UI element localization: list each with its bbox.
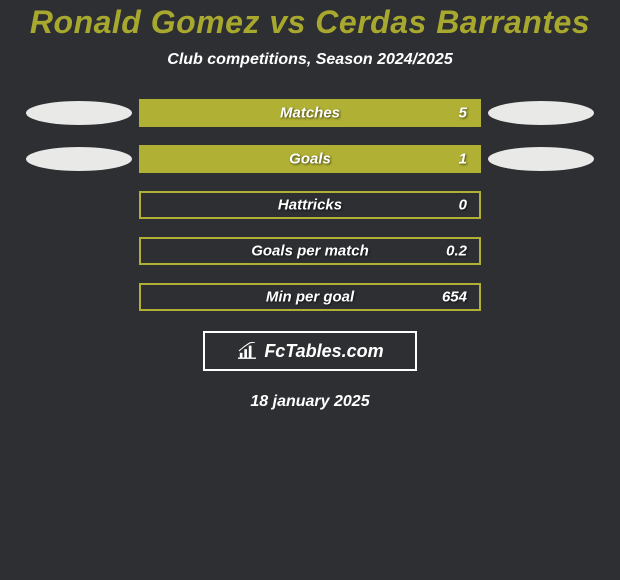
page-subtitle: Club competitions, Season 2024/2025 (167, 51, 452, 69)
page-title: Ronald Gomez vs Cerdas Barrantes (30, 4, 590, 41)
left-indicator-slot (19, 237, 139, 265)
stat-label: Matches (280, 105, 340, 122)
stat-label: Min per goal (266, 289, 354, 306)
right-indicator-slot (481, 237, 601, 265)
left-indicator-slot (19, 99, 139, 127)
stat-label: Hattricks (278, 197, 342, 214)
infographic-container: Ronald Gomez vs Cerdas Barrantes Club co… (0, 0, 620, 411)
stat-value: 1 (459, 151, 467, 168)
left-indicator-slot (19, 283, 139, 311)
stat-row: Goals per match 0.2 (0, 237, 620, 265)
stat-bar: Hattricks 0 (139, 191, 481, 219)
stat-bar: Goals per match 0.2 (139, 237, 481, 265)
left-indicator-slot (19, 145, 139, 173)
stat-bar: Goals 1 (139, 145, 481, 173)
left-indicator-slot (19, 191, 139, 219)
stat-row: Hattricks 0 (0, 191, 620, 219)
brand-label: FcTables.com (264, 341, 383, 362)
stat-value: 0 (459, 197, 467, 214)
date-label: 18 january 2025 (250, 393, 369, 411)
stat-row: Matches 5 (0, 99, 620, 127)
stat-bar: Min per goal 654 (139, 283, 481, 311)
right-indicator-slot (481, 283, 601, 311)
player-b-indicator (488, 147, 594, 171)
stat-row: Min per goal 654 (0, 283, 620, 311)
stat-value: 654 (442, 289, 467, 306)
stat-label: Goals per match (251, 243, 369, 260)
right-indicator-slot (481, 99, 601, 127)
bar-chart-icon (236, 342, 258, 360)
right-indicator-slot (481, 191, 601, 219)
stat-label: Goals (289, 151, 331, 168)
stats-rows: Matches 5 Goals 1 Hattri (0, 99, 620, 311)
player-a-indicator (26, 147, 132, 171)
stat-row: Goals 1 (0, 145, 620, 173)
player-b-indicator (488, 101, 594, 125)
brand-box[interactable]: FcTables.com (203, 331, 417, 371)
stat-bar: Matches 5 (139, 99, 481, 127)
stat-value: 0.2 (446, 243, 467, 260)
right-indicator-slot (481, 145, 601, 173)
player-a-indicator (26, 101, 132, 125)
stat-value: 5 (459, 105, 467, 122)
